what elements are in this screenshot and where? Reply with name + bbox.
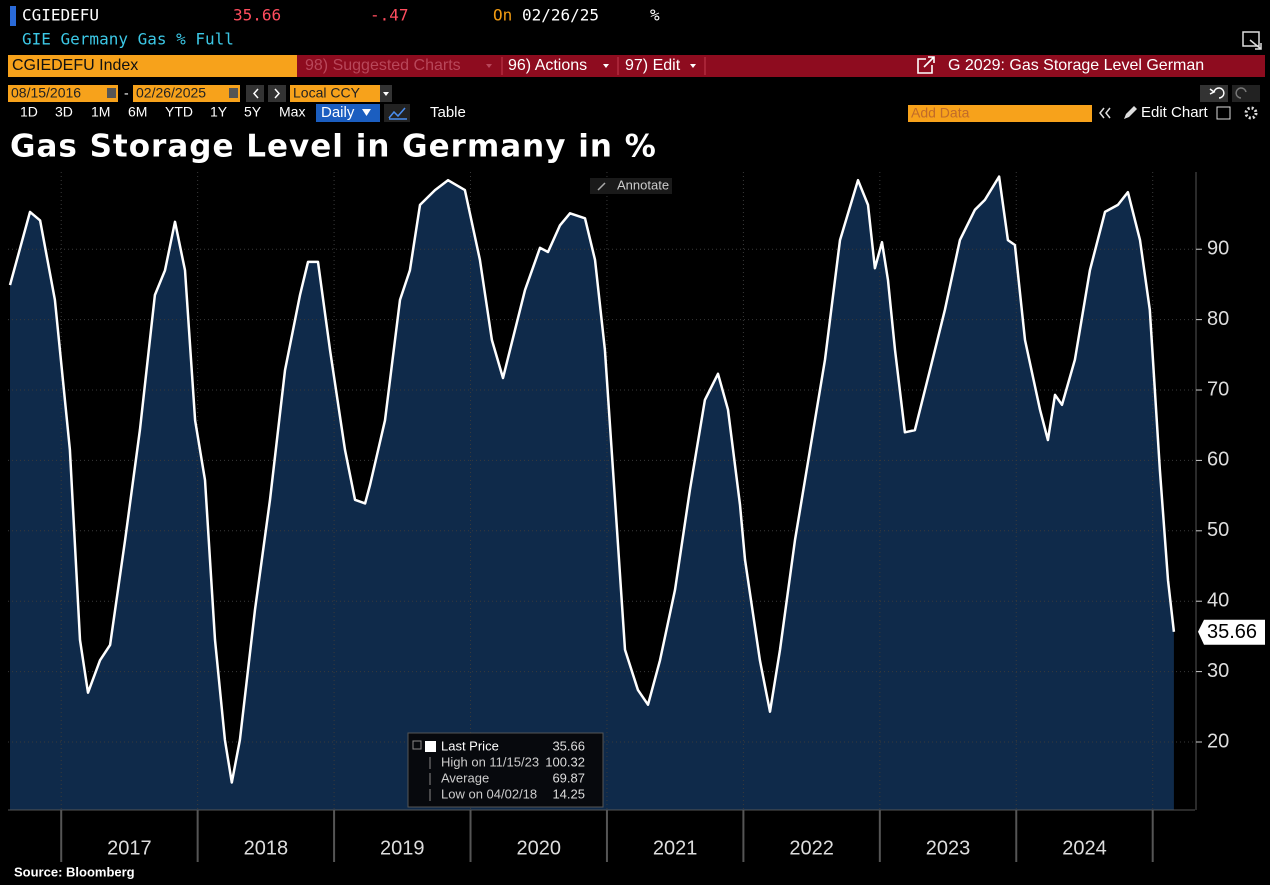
chart-type-icon	[388, 107, 407, 120]
legend-value: 69.87	[552, 770, 585, 785]
calendar-icon[interactable]	[107, 88, 116, 98]
x-tick-label: 2020	[516, 837, 561, 859]
edit[interactable]: 97) Edit	[625, 57, 681, 74]
settings-icon[interactable]	[1216, 106, 1231, 120]
range-button[interactable]: 1Y	[210, 104, 228, 120]
chart-type-button[interactable]	[384, 104, 410, 122]
range-button[interactable]: 5Y	[244, 104, 262, 120]
y-tick-label: 80	[1207, 308, 1229, 330]
popout-icon[interactable]	[1242, 31, 1262, 50]
table-button[interactable]: Table	[430, 104, 466, 121]
start-date[interactable]: 08/15/2016	[11, 85, 81, 101]
annotate-button[interactable]	[590, 178, 672, 194]
on-label: On	[493, 6, 512, 25]
range-button[interactable]: Max	[279, 104, 305, 120]
currency-field[interactable]	[290, 85, 392, 102]
x-tick-label: 2019	[380, 837, 425, 859]
range-button[interactable]: 6M	[128, 104, 147, 120]
annotate[interactable]: Annotate	[617, 177, 669, 192]
add-data[interactable]: Add Data	[911, 105, 970, 121]
security-field[interactable]	[8, 55, 297, 77]
redo-icon	[1235, 87, 1247, 99]
line	[8, 175, 1176, 784]
gear-icon[interactable]	[1244, 106, 1258, 120]
dropdown-arrow	[603, 64, 609, 68]
last-value-label: 35.66	[1207, 621, 1257, 643]
prev-icon	[252, 88, 259, 99]
unit: %	[650, 6, 660, 25]
area-fill	[10, 176, 1174, 811]
frequency[interactable]: Daily	[321, 104, 355, 121]
description: GIE Germany Gas % Full	[22, 30, 234, 49]
legend-value: 100.32	[545, 754, 585, 769]
command-bar	[8, 55, 1265, 77]
edit-chart[interactable]: Edit Chart	[1141, 104, 1209, 121]
legend-label: Last Price	[441, 738, 499, 753]
x-tick-label: 2017	[107, 837, 152, 859]
legend-box	[407, 732, 604, 808]
dropdown-arrow	[690, 64, 696, 68]
security[interactable]: CGIEDEFU Index	[12, 57, 138, 74]
legend-swatch	[425, 741, 436, 752]
legend-value: 35.66	[552, 738, 585, 753]
source: Source: Bloomberg	[14, 864, 135, 879]
pencil-icon	[1124, 106, 1137, 119]
legend-toggle	[412, 740, 422, 750]
annotate-icon	[597, 182, 606, 191]
range-button[interactable]: 3D	[55, 104, 73, 120]
price: 35.66	[233, 6, 281, 25]
y-tick-label: 70	[1207, 378, 1229, 400]
undo-icon	[1209, 87, 1225, 99]
y-tick-label: 50	[1207, 519, 1229, 541]
chart-title: Gas Storage Level in Germany in %	[10, 129, 657, 165]
end-date[interactable]: 02/26/2025	[136, 85, 206, 101]
dropdown-arrow	[362, 109, 371, 116]
dropdown-arrow	[383, 92, 389, 96]
suggested-charts[interactable]: 98) Suggested Charts	[305, 57, 461, 74]
currency[interactable]: Local CCY	[293, 85, 361, 101]
date-separator: -	[124, 85, 129, 101]
x-tick-label: 2021	[653, 837, 698, 859]
x-tick-label: 2018	[244, 837, 289, 859]
change: -.47	[370, 6, 409, 25]
collapse-icon[interactable]	[1099, 107, 1111, 119]
legend-label: Low on 04/02/18	[441, 786, 537, 801]
x-tick-label: 2023	[926, 837, 971, 859]
function-name: G 2029: Gas Storage Level German	[948, 57, 1204, 74]
actions[interactable]: 96) Actions	[508, 57, 587, 74]
frequency-button[interactable]	[316, 104, 380, 122]
legend-value: 14.25	[552, 786, 585, 801]
legend-label: Average	[441, 770, 489, 785]
launch-icon[interactable]	[917, 56, 935, 74]
y-tick-label: 90	[1207, 238, 1229, 260]
end-date-field[interactable]	[133, 85, 240, 102]
start-date-field[interactable]	[8, 85, 118, 102]
range-button[interactable]: YTD	[165, 104, 193, 120]
calendar-icon[interactable]	[229, 88, 238, 98]
last-value-tag	[1198, 619, 1265, 645]
ticker: CGIEDEFU	[22, 6, 99, 25]
range-button[interactable]: 1M	[91, 104, 110, 120]
y-tick-label: 60	[1207, 449, 1229, 471]
next-icon	[274, 88, 281, 99]
y-tick-label: 40	[1207, 589, 1229, 611]
add-data-field[interactable]	[908, 105, 1092, 122]
marker	[10, 6, 16, 26]
dropdown-arrow	[486, 64, 492, 68]
x-tick-label: 2024	[1062, 837, 1107, 859]
next-button[interactable]	[268, 85, 286, 102]
y-tick-label: 20	[1207, 730, 1229, 752]
y-tick-label: 30	[1207, 660, 1229, 682]
legend-label: High on 11/15/23	[441, 754, 539, 769]
x-tick-label: 2022	[789, 837, 834, 859]
date: 02/26/25	[522, 6, 599, 25]
range-button[interactable]: 1D	[20, 104, 38, 120]
